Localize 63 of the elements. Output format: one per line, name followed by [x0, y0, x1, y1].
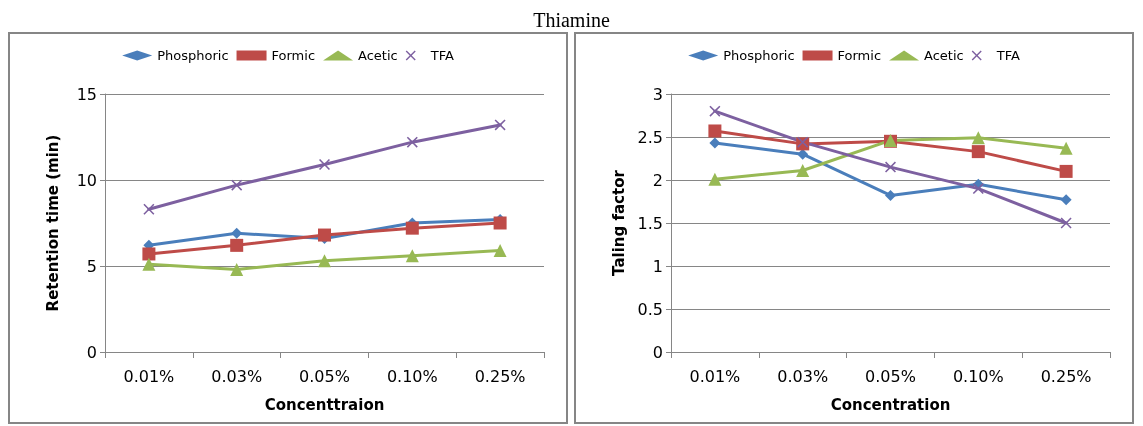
point: [318, 254, 331, 268]
y-tick-label: 10: [76, 170, 97, 190]
y-tick-label: 3: [652, 84, 663, 104]
y-axis-title: Taling factor: [609, 169, 628, 276]
x-tick-label: 0.01%: [123, 366, 175, 386]
point: [972, 183, 984, 195]
y-tick-label: 0: [652, 342, 663, 362]
point: [1060, 194, 1072, 206]
point: [494, 119, 506, 131]
y-tick-label: 0: [86, 342, 97, 362]
y-tick-label: 1.5: [637, 213, 663, 233]
legend-label: Acetic: [358, 48, 398, 63]
point: [142, 257, 156, 271]
x-axis-title: Concenttraion: [264, 395, 385, 414]
point: [709, 105, 721, 117]
legend-label: Formic: [271, 48, 316, 63]
point: [708, 124, 722, 138]
x-tick-label: 0.03%: [777, 366, 829, 386]
point: [231, 179, 243, 191]
legend-label: Phosphoric: [157, 48, 229, 63]
x-tick-label: 0.01%: [689, 366, 741, 386]
legend-label: TFA: [429, 48, 454, 63]
point: [405, 221, 419, 235]
y-tick-label: 2: [652, 170, 663, 190]
point: [319, 159, 330, 171]
x-tick-label: 0.10%: [386, 366, 438, 386]
point: [796, 164, 810, 178]
point: [971, 131, 985, 145]
point: [143, 203, 155, 215]
point: [1059, 141, 1073, 155]
x-axis-title: Concentration: [830, 395, 951, 414]
point: [230, 262, 244, 276]
point: [493, 244, 507, 258]
y-tick-label: 0.5: [637, 299, 663, 319]
chart-title: Thiamine: [532, 8, 611, 32]
point: [142, 247, 156, 261]
point: [493, 216, 507, 230]
y-tick-label: 1: [652, 256, 663, 276]
point: [405, 249, 419, 263]
y-axis-title: Retention time (min): [43, 134, 62, 312]
x-tick-label: 0.25%: [474, 366, 526, 386]
point: [406, 136, 418, 148]
y-tick-label: 15: [76, 84, 97, 104]
point: [1060, 217, 1072, 229]
point: [230, 238, 244, 252]
point: [709, 137, 721, 149]
point: [885, 161, 896, 173]
point: [318, 228, 331, 242]
legend-label: Formic: [837, 48, 882, 63]
point: [885, 189, 896, 201]
point: [708, 172, 722, 186]
x-tick-label: 0.10%: [952, 366, 1004, 386]
x-tick-label: 0.03%: [211, 366, 263, 386]
legend-label: Acetic: [924, 48, 964, 63]
y-tick-label: 5: [86, 256, 97, 276]
x-tick-label: 0.05%: [299, 366, 350, 386]
y-tick-label: 2.5: [637, 127, 663, 147]
point: [1059, 164, 1073, 178]
legend-label: TFA: [995, 48, 1020, 63]
x-tick-label: 0.05%: [865, 366, 916, 386]
legend-label: Phosphoric: [723, 48, 795, 63]
point: [971, 145, 985, 159]
x-tick-label: 0.25%: [1040, 366, 1092, 386]
